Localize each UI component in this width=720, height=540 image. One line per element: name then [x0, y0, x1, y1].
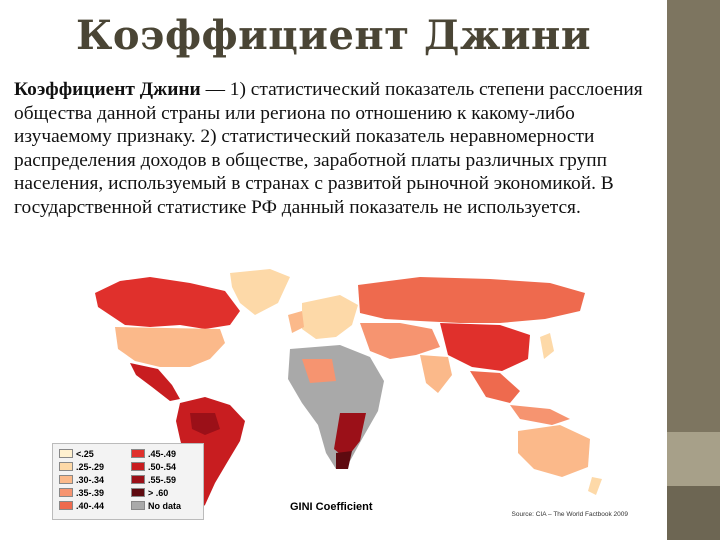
legend-swatch	[131, 449, 145, 458]
map-region-north-africa	[302, 359, 336, 383]
map-region-china	[440, 323, 530, 371]
map-region-canada	[95, 277, 240, 329]
slide-title: Коэффициент Джини	[76, 12, 591, 59]
legend-swatch	[59, 449, 73, 458]
legend-swatch	[59, 488, 73, 497]
map-caption: GINI Coefficient	[290, 501, 373, 513]
decorative-side-bar	[667, 0, 720, 540]
legend-swatch	[131, 488, 145, 497]
world-map-graphic	[95, 269, 602, 513]
map-source: Source: CIA – The World Factbook 2009	[511, 511, 628, 518]
map-region-south-africa	[336, 451, 352, 469]
map-region-southern-africa	[334, 413, 366, 459]
legend-item: .45-.49	[131, 449, 176, 459]
legend-swatch	[131, 501, 145, 510]
gini-world-map: <.25 .25-.29 .30-.34 .35-.39 .40-.44 .45…	[40, 263, 634, 525]
legend-item: .55-.59	[131, 475, 176, 485]
legend-item: No data	[131, 501, 181, 511]
legend-item: .30-.34	[59, 475, 104, 485]
decorative-side-block	[667, 432, 720, 486]
map-region-greenland	[230, 269, 290, 315]
map-region-europe	[302, 295, 358, 339]
map-region-southeast-asia	[470, 371, 520, 403]
map-region-russia	[358, 277, 585, 323]
map-region-usa	[115, 327, 225, 367]
legend-item: <.25	[59, 449, 94, 459]
map-region-japan	[540, 333, 554, 359]
map-region-australia	[518, 425, 590, 477]
map-legend: <.25 .25-.29 .30-.34 .35-.39 .40-.44 .45…	[52, 443, 204, 520]
map-region-middle-east	[360, 323, 440, 359]
legend-item: .35-.39	[59, 488, 104, 498]
map-region-indonesia	[510, 405, 570, 425]
legend-swatch	[59, 475, 73, 484]
legend-item: .50-.54	[131, 462, 176, 472]
definition-text: — 1) статистический показатель степени р…	[14, 79, 643, 218]
legend-swatch	[59, 501, 73, 510]
map-region-india	[420, 355, 452, 393]
legend-swatch	[131, 475, 145, 484]
definition-term: Коэффициент Джини	[14, 79, 201, 100]
legend-item: .40-.44	[59, 501, 104, 511]
legend-swatch	[131, 462, 145, 471]
definition-paragraph: Коэффициент Джини — 1) статистический по…	[14, 78, 662, 220]
map-region-mexico	[130, 363, 180, 401]
map-region-new-zealand	[588, 477, 602, 495]
legend-item: > .60	[131, 488, 168, 498]
legend-swatch	[59, 462, 73, 471]
decorative-side-block-dark	[667, 486, 720, 540]
map-region-western-europe	[288, 311, 304, 333]
legend-item: .25-.29	[59, 462, 104, 472]
map-region-brazil-center	[190, 413, 220, 435]
